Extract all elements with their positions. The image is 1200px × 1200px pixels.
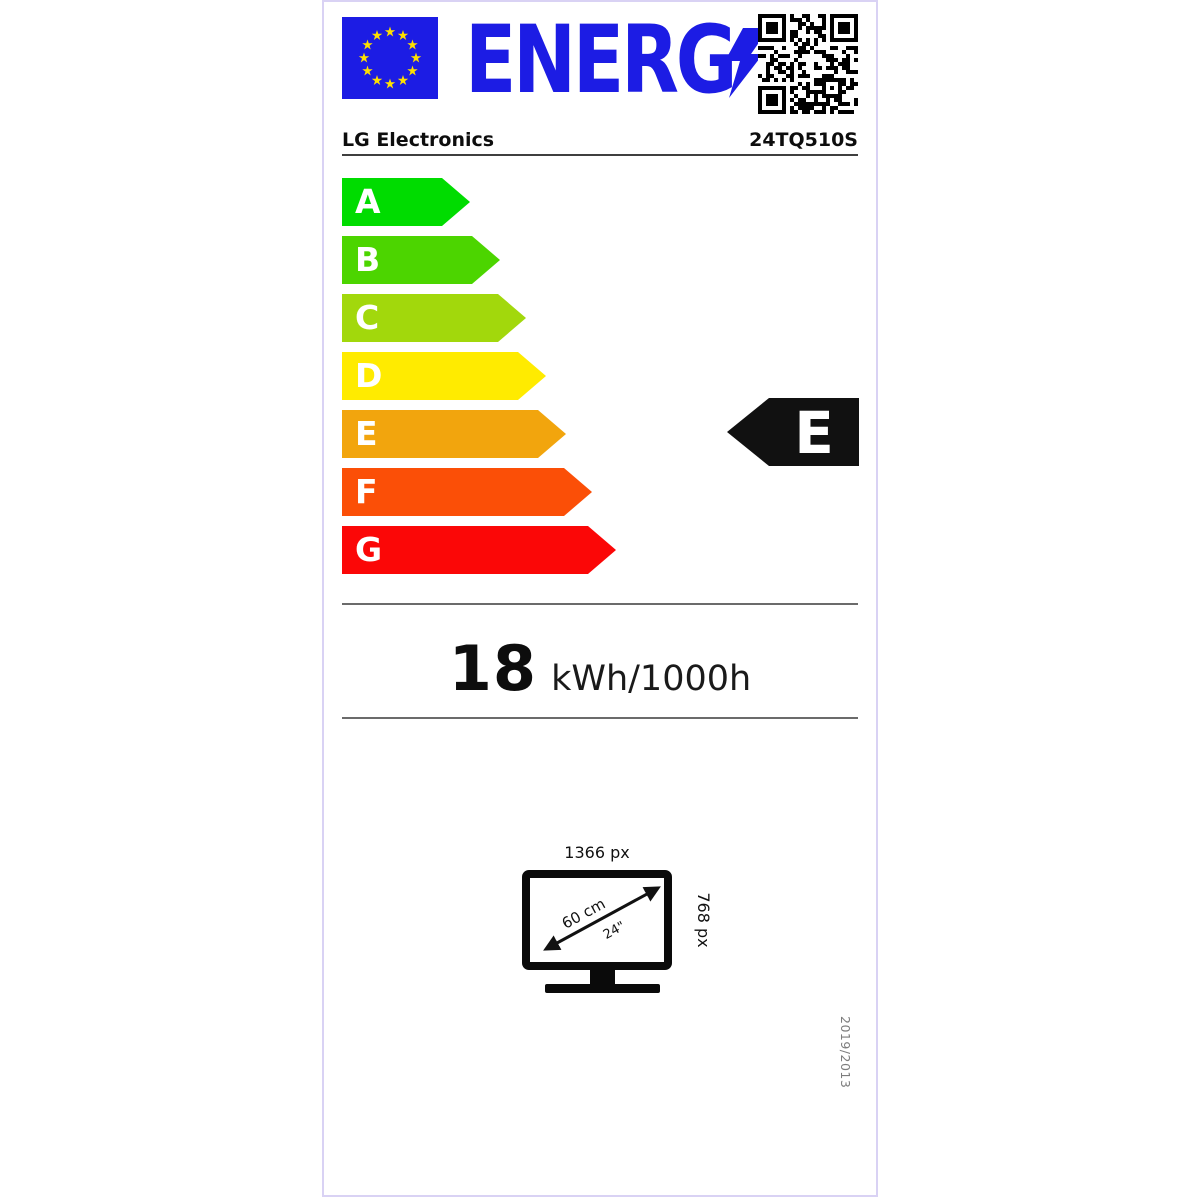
energy-wordmark-text: ENERG <box>465 6 738 115</box>
class-letter: G <box>355 530 383 569</box>
model-number: 24TQ510S <box>749 129 858 151</box>
energy-label: ENERG LG Electronics 24TQ510S A B C D E … <box>322 0 878 1197</box>
class-letter: A <box>355 182 381 221</box>
qr-code <box>758 14 858 114</box>
class-arrow-row: C <box>342 294 526 342</box>
rated-class-arrow: E <box>727 398 859 467</box>
lightning-bolt-icon <box>725 28 769 98</box>
class-arrow-row: G <box>342 526 616 574</box>
class-arrow-row: F <box>342 468 592 516</box>
energy-wordmark: ENERG <box>465 6 802 115</box>
screen-diagram: 1366 px 60 cm 24" 768 px <box>522 843 713 993</box>
screen-height-label: 768 px <box>694 892 713 947</box>
energy-scale: A B C D E F G <box>342 178 858 578</box>
class-letter: E <box>355 414 378 453</box>
class-letter: C <box>355 298 380 337</box>
supplier-name: LG Electronics <box>342 129 495 151</box>
consumption-unit: kWh/1000h <box>551 659 752 699</box>
monitor-icon <box>522 870 672 993</box>
rated-class-letter: E <box>794 399 834 467</box>
consumption-value: 18 <box>448 632 538 705</box>
divider-line <box>342 603 858 605</box>
class-letter: F <box>355 472 378 511</box>
diagonal-arrow <box>543 886 661 951</box>
regulation-number: 2019/2013 <box>838 1016 853 1089</box>
divider-line <box>342 717 858 719</box>
class-arrow-row: E <box>342 410 566 458</box>
supplier-row: LG Electronics 24TQ510S <box>342 126 858 156</box>
class-arrow-row: A <box>342 178 470 226</box>
consumption-row: 18 kWh/1000h <box>324 632 876 705</box>
screen-width-label: 1366 px <box>564 843 629 862</box>
class-letter: D <box>355 356 383 395</box>
eu-flag-icon <box>342 17 438 99</box>
diagonal-inch-label: 24" <box>601 919 628 943</box>
class-letter: B <box>355 240 381 279</box>
class-arrow-row: D <box>342 352 546 400</box>
class-arrow-row: B <box>342 236 500 284</box>
